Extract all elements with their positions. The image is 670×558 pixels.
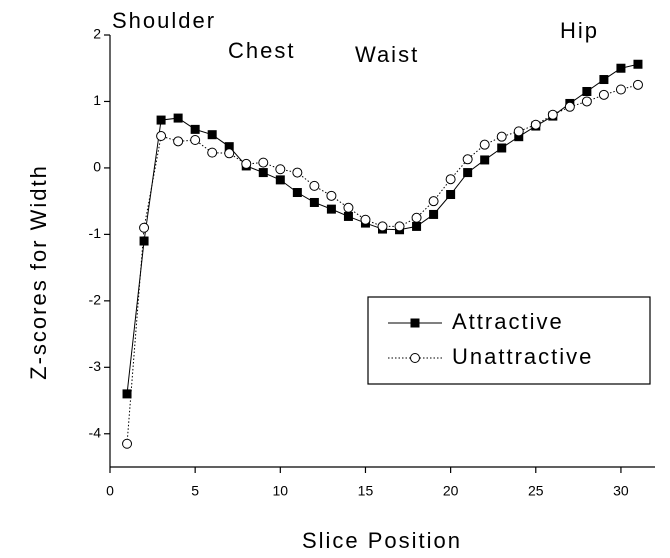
data-point	[190, 135, 201, 146]
data-point	[292, 188, 302, 198]
x-tick-label: 20	[443, 483, 459, 499]
x-axis-label: Slice Position	[302, 528, 462, 553]
data-point	[156, 115, 166, 125]
data-point	[258, 157, 269, 168]
data-point	[479, 139, 490, 150]
y-tick-label: -2	[89, 292, 102, 308]
data-point	[582, 86, 592, 96]
data-point	[343, 211, 353, 221]
data-point	[394, 221, 405, 232]
y-tick-label: 2	[93, 26, 101, 42]
data-point	[632, 79, 643, 90]
data-point	[428, 196, 439, 207]
data-point	[139, 236, 149, 246]
data-point	[547, 109, 558, 120]
y-tick-label: 0	[93, 159, 101, 175]
data-point	[513, 126, 524, 137]
data-point	[207, 147, 218, 158]
data-point	[514, 132, 524, 142]
x-tick-label: 30	[613, 483, 629, 499]
data-point	[292, 167, 303, 178]
data-point	[411, 212, 422, 223]
data-point	[496, 131, 507, 142]
x-tick-label: 15	[358, 483, 374, 499]
data-point	[462, 154, 473, 165]
y-tick-label: 1	[93, 92, 101, 108]
y-tick-label: -1	[89, 225, 102, 241]
data-point	[445, 174, 456, 185]
legend-marker	[410, 353, 420, 363]
data-point	[564, 101, 575, 112]
data-point	[633, 59, 643, 69]
data-point	[122, 389, 132, 399]
data-point	[173, 136, 184, 147]
annotation: Chest	[228, 38, 295, 63]
data-point	[275, 175, 285, 185]
legend-label: Unattractive	[452, 344, 593, 369]
data-point	[139, 222, 150, 233]
data-point	[207, 130, 217, 140]
data-point	[258, 168, 268, 178]
data-point	[190, 124, 200, 134]
annotation: Shoulder	[112, 8, 216, 33]
data-point	[429, 209, 439, 219]
x-tick-label: 10	[273, 483, 289, 499]
series-line	[126, 84, 639, 444]
data-point	[224, 148, 235, 159]
data-point	[616, 63, 626, 73]
data-point	[615, 84, 626, 95]
legend-marker	[410, 318, 420, 328]
data-point	[599, 75, 609, 85]
annotation: Hip	[560, 18, 599, 43]
data-point	[360, 214, 371, 225]
data-point	[173, 113, 183, 123]
y-tick-label: -3	[89, 358, 102, 374]
data-point	[530, 119, 541, 130]
legend-box	[367, 296, 651, 385]
legend-label: Attractive	[452, 309, 564, 334]
data-point	[224, 142, 234, 152]
data-point	[581, 96, 592, 107]
data-point	[463, 168, 473, 178]
x-tick-label: 5	[191, 483, 199, 499]
data-point	[326, 190, 337, 201]
data-point	[598, 89, 609, 100]
y-axis-label: Z-scores for Width	[26, 164, 51, 380]
data-point	[446, 190, 456, 200]
x-tick-label: 0	[106, 483, 114, 499]
data-point	[309, 197, 319, 207]
data-point	[497, 143, 507, 153]
data-point	[156, 131, 167, 142]
data-point	[241, 158, 252, 169]
data-point	[412, 221, 422, 231]
data-point	[377, 221, 388, 232]
y-tick-label: -4	[89, 424, 102, 440]
x-tick-label: 25	[528, 483, 544, 499]
data-point	[122, 438, 133, 449]
data-point	[480, 155, 490, 165]
data-point	[309, 180, 320, 191]
data-point	[343, 202, 354, 213]
annotation: Waist	[355, 42, 419, 67]
data-point	[326, 204, 336, 214]
data-point	[275, 164, 286, 175]
